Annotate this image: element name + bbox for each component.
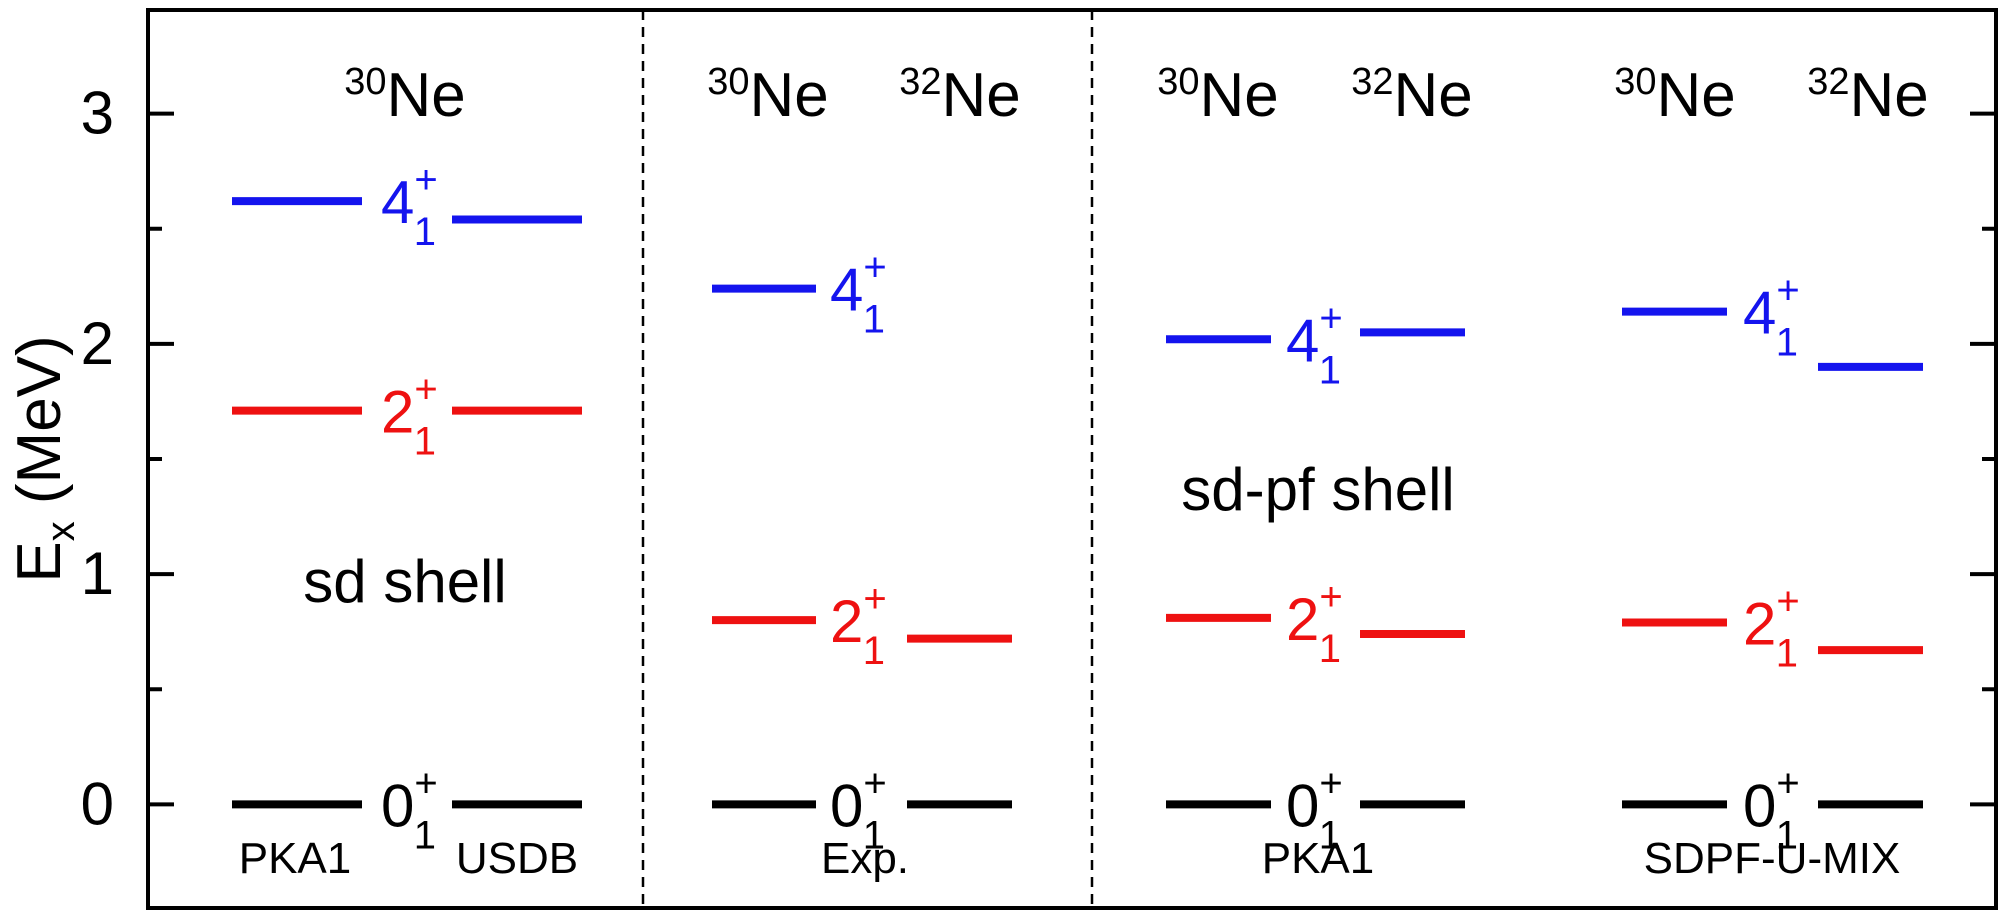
state-label-0-1: 0+ 1 [1286,761,1343,857]
group-label: PKA1 [1262,834,1375,883]
state-label-4-1: 4+ 1 [830,246,887,342]
ytick-label-3: 3 [81,80,114,147]
nucleus-header: 30Ne [1157,61,1279,130]
state-label-4-1: 4+ 1 [381,158,438,254]
nucleus-header: 32Ne [1351,61,1473,130]
state-label-2-1: 2+ 1 [1286,575,1343,671]
state-label-0-1: 0+ 1 [1743,761,1800,857]
column-label: PKA1 [239,834,352,883]
nucleus-header: 32Ne [1807,61,1929,130]
labels: 0 1 2 3 Ex (MeV) PKA1 USDB 30Ne 30Ne 32Ne Exp. 30Ne… [5,61,1929,883]
state-label-0-1: 0+ 1 [381,761,438,857]
ytick-label-1: 1 [81,540,114,607]
state-label-2-1: 2+ 1 [1743,579,1800,675]
region-label: sd-pf shell [1181,456,1454,523]
nucleus-header: 30Ne [1614,61,1736,130]
axes [146,8,1998,910]
ytick-label-2: 2 [81,310,114,377]
state-label-4-1: 4+ 1 [1286,296,1343,392]
nucleus-header: 30Ne [707,61,829,130]
group-label: Exp. [821,834,909,883]
state-label-4-1: 4+ 1 [1743,269,1800,365]
y-axis-label: Ex (MeV) [5,335,83,582]
column-label: USDB [456,834,578,883]
nucleus-header: 32Ne [899,61,1021,130]
state-label-2-1: 2+ 1 [830,577,887,673]
state-label-0-1: 0+ 1 [830,761,887,857]
nucleus-header: 30Ne [344,61,466,130]
state-label-2-1: 2+ 1 [381,368,438,464]
levels [232,197,1923,809]
group-label: SDPF-U-MIX [1644,834,1901,883]
ytick-label-0: 0 [81,770,114,837]
region-label: sd shell [303,548,506,615]
